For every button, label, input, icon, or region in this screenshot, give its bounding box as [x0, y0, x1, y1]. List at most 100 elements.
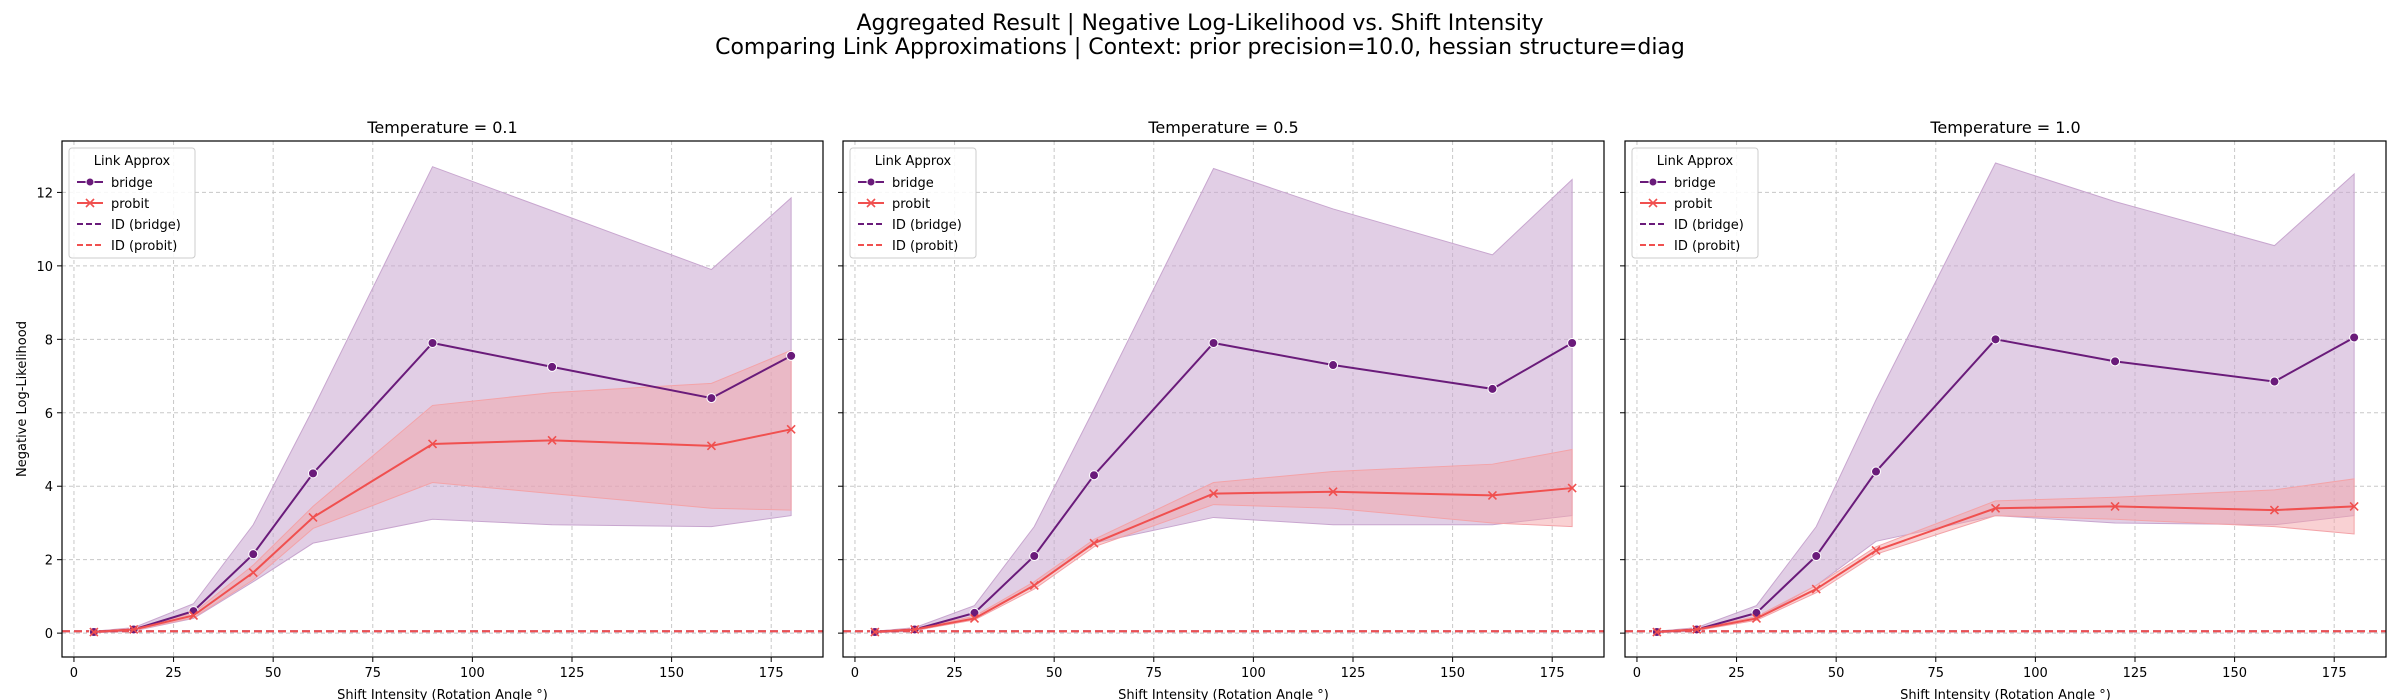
point-bridge — [1871, 466, 1882, 477]
point-bridge — [1990, 334, 2001, 345]
legend-marker — [866, 198, 876, 208]
legend-marker — [1648, 177, 1658, 187]
point-bridge — [1089, 470, 1100, 481]
point-probit — [427, 439, 438, 449]
point-x-stroke — [248, 567, 258, 578]
legend: Link Approx bridge probit ID (bridge) ID (pr… — [849, 147, 977, 259]
y-tick-label: 8 — [45, 333, 53, 348]
axes-frame — [1624, 140, 2387, 658]
x-tick-label: 25 — [1728, 666, 1745, 681]
point-x-stroke — [1751, 613, 1762, 624]
legend-label: ID (bridge) — [892, 218, 962, 233]
point-probit — [2349, 501, 2359, 511]
point-bridge — [1487, 383, 1498, 394]
point-x-stroke — [2269, 505, 2280, 515]
point-bridge — [1029, 551, 1040, 562]
point-probit — [910, 624, 920, 635]
legend-title: Link Approx — [1657, 154, 1734, 169]
point-probit — [2110, 501, 2120, 511]
point-x-stroke — [308, 512, 318, 523]
legend-label: bridge — [111, 176, 153, 191]
y-tick-label: 4 — [45, 480, 53, 495]
point-probit — [188, 610, 199, 621]
legend-label: bridge — [892, 176, 934, 191]
x-tick-label: 25 — [946, 666, 963, 681]
point-x-stroke — [1029, 580, 1039, 590]
subplot-title: Temperature = 0.5 — [1147, 118, 1298, 137]
point-x-stroke — [1328, 487, 1338, 497]
point-x-stroke — [1990, 503, 2001, 513]
subplot-2: 0 25 50 75 100 125 150 175 Temperature = 0.5 Shif… — [838, 118, 1605, 700]
figure-title-line1: Aggregated Result | Negative Log-Likelih… — [856, 11, 1544, 36]
point-probit — [1692, 624, 1702, 635]
point-probit — [2269, 505, 2280, 515]
legend-box — [849, 147, 977, 259]
legend-item: ID (probit) — [77, 239, 177, 254]
point-probit — [547, 435, 557, 445]
y-axis-label: Negative Log-Likelihood — [15, 321, 30, 477]
x-tick-label: 175 — [2322, 666, 2347, 681]
point-probit — [1567, 483, 1577, 493]
y-tick-label: 6 — [45, 407, 53, 422]
point-x-stroke — [706, 441, 717, 451]
legend-label: ID (bridge) — [1674, 218, 1744, 233]
band-bridge — [93, 166, 792, 634]
legend-item: ID (bridge) — [858, 218, 962, 233]
legend: Link Approx bridge probit ID (bridge) ID (pr… — [1631, 147, 1759, 259]
point-x-stroke — [1567, 483, 1577, 493]
legend-item: probit — [77, 197, 149, 212]
point-probit — [1871, 545, 1881, 556]
point-x-stroke — [870, 627, 880, 637]
x-tick-label: 50 — [265, 666, 282, 681]
point-bridge — [2349, 332, 2360, 343]
point-probit — [1089, 538, 1099, 548]
subplot-title: Temperature = 0.1 — [366, 118, 517, 137]
point-x-stroke — [1208, 489, 1219, 499]
axes-frame — [842, 140, 1605, 658]
band-probit — [93, 349, 792, 634]
legend-label: probit — [1674, 197, 1712, 212]
y-tick-label: 0 — [45, 627, 53, 642]
point-x-stroke — [1652, 627, 1662, 637]
x-tick-label: 0 — [70, 666, 78, 681]
point-probit — [1029, 580, 1039, 590]
point-x-stroke — [1487, 490, 1498, 500]
band-probit — [874, 448, 1573, 634]
point-x-stroke — [1811, 584, 1821, 594]
point-probit — [969, 613, 980, 624]
y-tick-label: 10 — [36, 260, 53, 275]
y-tick-label: 12 — [36, 186, 53, 201]
band-bridge — [1656, 162, 2355, 634]
point-x-stroke — [427, 439, 438, 449]
point-x-stroke — [1089, 538, 1099, 548]
x-tick-label: 100 — [2023, 666, 2048, 681]
point-x-stroke — [969, 613, 980, 624]
point-bridge — [1328, 360, 1339, 371]
point-probit — [129, 624, 139, 635]
legend-label: bridge — [1674, 176, 1716, 191]
point-bridge — [2269, 376, 2280, 387]
legend-label: ID (probit) — [111, 239, 177, 254]
point-bridge — [1208, 337, 1219, 348]
x-tick-label: 175 — [759, 666, 784, 681]
legend-box — [68, 147, 196, 259]
point-x-stroke — [547, 435, 557, 445]
x-tick-label: 75 — [1146, 666, 1163, 681]
x-tick-label: 100 — [460, 666, 485, 681]
legend: Link Approx bridge probit ID (bridge) ID (pr… — [68, 147, 196, 259]
legend-marker — [85, 177, 95, 187]
axes-frame — [61, 140, 824, 658]
point-x-stroke — [129, 624, 139, 635]
point-probit — [1328, 487, 1338, 497]
x-tick-label: 75 — [1928, 666, 1945, 681]
band-bridge — [874, 167, 1573, 634]
x-tick-label: 125 — [1341, 666, 1366, 681]
point-probit — [1208, 489, 1219, 499]
x-tick-label: 25 — [165, 666, 182, 681]
point-x-stroke — [2110, 501, 2120, 511]
point-x-stroke — [1871, 545, 1881, 556]
legend-marker — [85, 198, 95, 208]
x-tick-label: 150 — [2222, 666, 2247, 681]
point-bridge — [2110, 356, 2121, 367]
legend-title: Link Approx — [94, 154, 171, 169]
